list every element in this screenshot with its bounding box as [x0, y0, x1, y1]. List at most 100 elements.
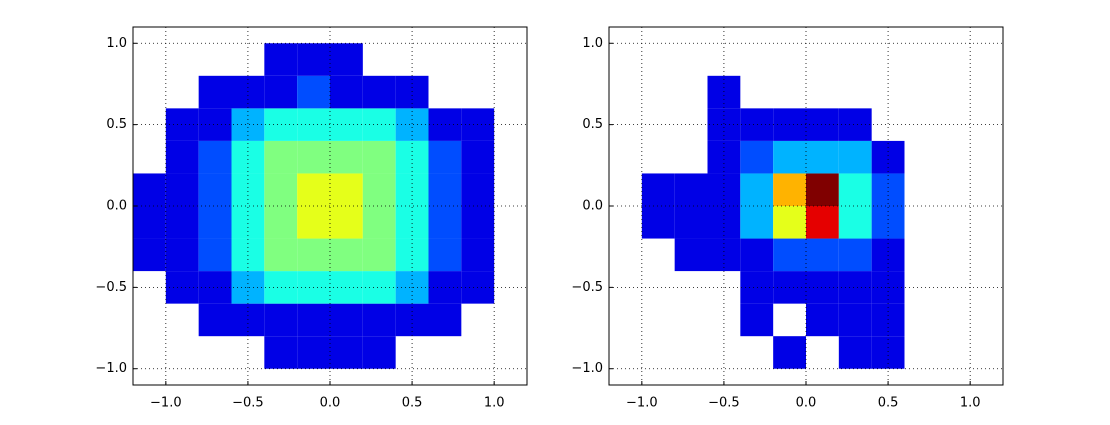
hist-cell	[461, 206, 495, 239]
hist-cell	[773, 336, 806, 369]
y-tick-label: 0.0	[582, 199, 603, 214]
hist-cell	[707, 108, 741, 141]
hist-cell	[461, 238, 495, 272]
hist-cell	[362, 271, 396, 304]
hist-cell	[264, 173, 298, 206]
hist-cell	[264, 336, 298, 369]
plot-frame	[132, 26, 528, 386]
hist-cell	[362, 238, 396, 272]
hist-cell	[674, 238, 708, 272]
hist-cell	[198, 173, 232, 206]
hist-cell	[264, 140, 298, 174]
hist-cell	[395, 108, 429, 141]
hist-cell	[740, 173, 774, 206]
hist-cell	[330, 303, 363, 337]
hist-cell	[773, 140, 806, 174]
hist-cell	[330, 140, 363, 174]
hist-cell	[231, 173, 265, 206]
hist-cell	[133, 238, 166, 272]
hist-cell	[428, 238, 462, 272]
hist-cell	[838, 173, 872, 206]
hist-cell	[838, 108, 872, 141]
hist-cell	[362, 303, 396, 337]
hist-cell	[165, 140, 199, 174]
hist-cell	[297, 336, 330, 369]
hist-cell	[297, 238, 330, 272]
hist-cell	[362, 108, 396, 141]
hist-cell	[806, 238, 839, 272]
hist-cell	[395, 140, 429, 174]
hist-cell	[133, 206, 166, 239]
hist-cell	[707, 75, 741, 109]
hist-cell	[264, 43, 298, 76]
x-tick-label: −1.0	[626, 396, 658, 411]
x-tick-label: 1.0	[484, 396, 505, 411]
hist-cell	[165, 206, 199, 239]
x-tick-label: 1.0	[960, 396, 981, 411]
hist-cell	[674, 206, 708, 239]
hist-cell	[362, 336, 396, 369]
hist-cell	[707, 173, 741, 206]
hist-cell	[362, 173, 396, 206]
hist-cell	[806, 140, 839, 174]
hist-cell	[264, 206, 298, 239]
hist-cell	[198, 108, 232, 141]
hist-cell	[330, 75, 363, 109]
y-tick-label: −1.0	[571, 361, 603, 376]
hist-cell	[740, 238, 774, 272]
y-tick-label: 1.0	[582, 36, 603, 51]
hist-cell	[461, 173, 495, 206]
hist-cell	[740, 303, 774, 337]
x-tick-label: 0.0	[796, 396, 817, 411]
y-tick-label: 0.5	[106, 117, 127, 132]
hist-cell	[773, 238, 806, 272]
hist-cell	[838, 271, 872, 304]
x-tick-label: 0.5	[878, 396, 899, 411]
hist-cell	[806, 303, 839, 337]
hist-cell	[838, 140, 872, 174]
hist-cell	[297, 206, 330, 239]
hist-cell	[198, 75, 232, 109]
hist-cell	[428, 206, 462, 239]
hist-cell	[362, 75, 396, 109]
x-tick-label: −0.5	[232, 396, 264, 411]
hist-cell	[330, 173, 363, 206]
hist-cell	[428, 173, 462, 206]
hist-cell	[395, 173, 429, 206]
hist-cell	[838, 336, 872, 369]
y-tick-label: 1.0	[106, 36, 127, 51]
y-tick-label: −0.5	[95, 280, 127, 295]
hist-cell	[362, 206, 396, 239]
hist-cell	[330, 336, 363, 369]
hist-cell	[707, 206, 741, 239]
x-tick-label: −0.5	[708, 396, 740, 411]
hist-cell	[231, 140, 265, 174]
hist-cell	[871, 173, 905, 206]
hist-cell	[838, 238, 872, 272]
hist-cell	[133, 173, 166, 206]
hist-cell	[198, 271, 232, 304]
y-tick-label: −0.5	[571, 280, 603, 295]
hist-cell	[838, 303, 872, 337]
hist-cell	[641, 173, 675, 206]
hist-cell	[264, 303, 298, 337]
hist-cell	[165, 238, 199, 272]
hist-cell	[871, 140, 905, 174]
hist-cell	[264, 238, 298, 272]
y-tick-label: −1.0	[95, 361, 127, 376]
hist-cell	[198, 206, 232, 239]
hist-cell	[806, 206, 839, 239]
hist-cell	[806, 173, 839, 206]
y-tick-label: 0.5	[582, 117, 603, 132]
hist-cell	[740, 140, 774, 174]
x-tick-label: 0.5	[402, 396, 423, 411]
hist-cell	[231, 108, 265, 141]
hist-cell	[773, 206, 806, 239]
hist-cell	[330, 206, 363, 239]
hist-cell	[330, 238, 363, 272]
hist-cell	[773, 173, 806, 206]
y-tick-label: 0.0	[106, 199, 127, 214]
hist-cell	[395, 75, 429, 109]
hist-cell	[838, 206, 872, 239]
